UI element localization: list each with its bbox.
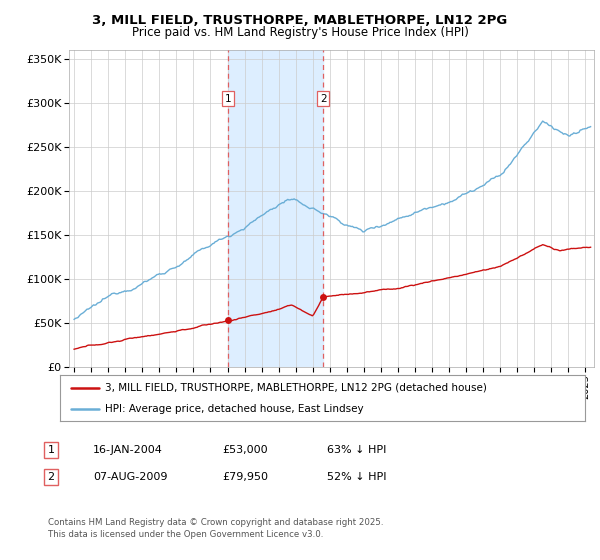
Text: Price paid vs. HM Land Registry's House Price Index (HPI): Price paid vs. HM Land Registry's House …: [131, 26, 469, 39]
Text: 3, MILL FIELD, TRUSTHORPE, MABLETHORPE, LN12 2PG: 3, MILL FIELD, TRUSTHORPE, MABLETHORPE, …: [92, 14, 508, 27]
Text: 1: 1: [47, 445, 55, 455]
Text: £79,950: £79,950: [222, 472, 268, 482]
Text: HPI: Average price, detached house, East Lindsey: HPI: Average price, detached house, East…: [104, 404, 363, 414]
Text: £53,000: £53,000: [222, 445, 268, 455]
Text: 16-JAN-2004: 16-JAN-2004: [93, 445, 163, 455]
Text: 52% ↓ HPI: 52% ↓ HPI: [327, 472, 386, 482]
Bar: [228, 50, 323, 367]
Text: 2: 2: [47, 472, 55, 482]
Text: Contains HM Land Registry data © Crown copyright and database right 2025.
This d: Contains HM Land Registry data © Crown c…: [48, 518, 383, 539]
Text: 07-AUG-2009: 07-AUG-2009: [93, 472, 167, 482]
Text: 3, MILL FIELD, TRUSTHORPE, MABLETHORPE, LN12 2PG (detached house): 3, MILL FIELD, TRUSTHORPE, MABLETHORPE, …: [104, 382, 487, 393]
Text: 63% ↓ HPI: 63% ↓ HPI: [327, 445, 386, 455]
Text: 2: 2: [320, 94, 326, 104]
Text: 1: 1: [225, 94, 232, 104]
